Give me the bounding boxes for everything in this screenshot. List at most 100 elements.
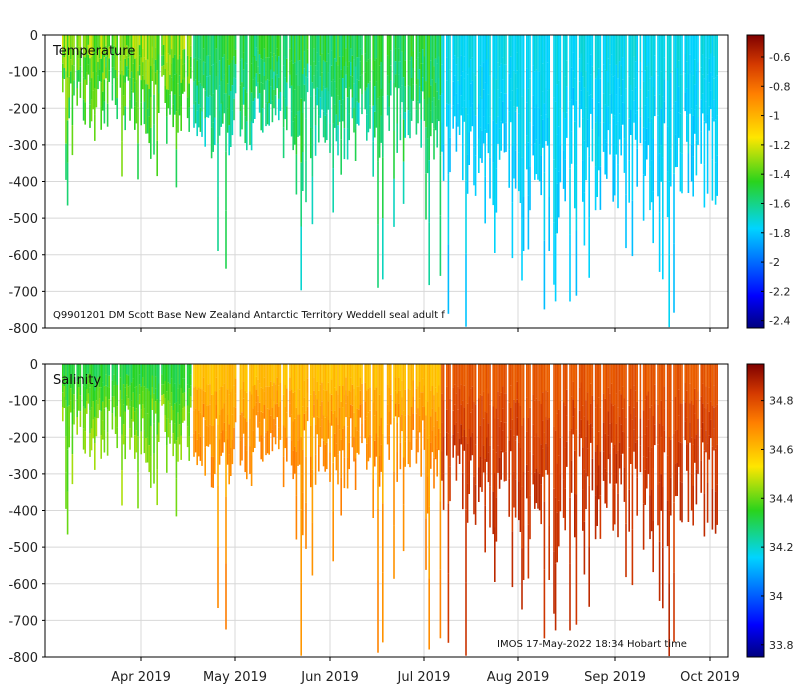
profile-segment — [569, 234, 571, 302]
profile-segment — [628, 118, 630, 161]
profile-segment — [510, 429, 512, 452]
profile-segment — [590, 364, 592, 384]
profile-segment — [249, 364, 251, 392]
profile-segment — [580, 35, 582, 54]
profile-segment — [668, 437, 670, 510]
profile-segment — [500, 92, 502, 122]
profile-segment — [186, 55, 189, 77]
profile-segment — [495, 497, 498, 542]
profile-segment — [527, 524, 530, 579]
profile-segment — [644, 364, 646, 400]
profile-segment — [663, 408, 666, 431]
profile-segment — [217, 89, 219, 143]
profile-segment — [138, 35, 141, 46]
profile-segment — [250, 63, 253, 93]
profile-segment — [521, 219, 523, 281]
profile-segment — [319, 405, 322, 427]
profile-segment — [642, 503, 645, 550]
profile-segment — [228, 424, 230, 455]
profile-segment — [426, 69, 429, 104]
profile-segment — [127, 57, 130, 70]
profile-segment — [614, 75, 616, 116]
profile-segment — [433, 395, 435, 427]
profile-segment — [86, 59, 88, 73]
profile-segment — [478, 433, 480, 468]
profile-segment — [591, 129, 594, 162]
profile-segment — [186, 384, 189, 406]
profile-segment — [649, 364, 651, 408]
profile-segment — [94, 35, 96, 62]
profile-segment — [94, 416, 96, 444]
colorbar-tick-label: 34.6 — [769, 443, 794, 456]
profile-segment — [137, 400, 139, 437]
profile-segment — [418, 364, 421, 382]
profile-segment — [201, 60, 203, 86]
profile-segment — [532, 454, 534, 485]
profile-segment — [178, 364, 181, 385]
profile-segment — [226, 389, 229, 415]
profile-segment — [257, 82, 259, 99]
profile-segment — [527, 35, 530, 89]
profile-segment — [687, 74, 690, 114]
profile-segment — [170, 35, 173, 50]
profile-segment — [700, 35, 702, 68]
profile-segment — [364, 401, 366, 420]
profile-segment — [212, 93, 214, 123]
profile-segment — [82, 77, 85, 100]
profile-segment — [614, 364, 616, 405]
profile-segment — [82, 99, 85, 121]
profile-segment — [178, 404, 181, 425]
profile-segment — [502, 408, 504, 431]
profile-segment — [146, 388, 149, 414]
profile-segment — [596, 485, 598, 526]
profile-segment — [346, 66, 349, 98]
profile-segment — [140, 386, 142, 410]
profile-segment — [458, 110, 461, 135]
profile-segment — [636, 148, 638, 187]
profile-segment — [473, 439, 475, 477]
profile-segment — [340, 104, 342, 140]
profile-segment — [150, 364, 152, 395]
profile-segment — [468, 396, 470, 429]
profile-segment — [164, 415, 166, 432]
profile-segment — [82, 428, 85, 450]
profile-segment — [78, 387, 80, 400]
profile-segment — [548, 526, 550, 580]
profile-segment — [415, 388, 418, 414]
profile-segment — [222, 57, 224, 80]
profile-segment — [578, 35, 581, 59]
profile-segment — [241, 388, 243, 413]
profile-segment — [114, 70, 117, 88]
profile-segment — [122, 364, 125, 385]
profile-segment — [338, 35, 341, 57]
profile-segment — [556, 183, 558, 234]
profile-segment — [670, 401, 672, 440]
profile-segment — [481, 98, 483, 131]
profile-segment — [433, 128, 435, 160]
profile-segment — [670, 477, 672, 516]
profile-segment — [95, 71, 98, 90]
profile-segment — [505, 64, 507, 94]
profile-segment — [534, 143, 536, 180]
profile-segment — [442, 35, 445, 72]
profile-segment — [687, 114, 690, 154]
profile-segment — [700, 99, 702, 132]
profile-segment — [215, 391, 218, 405]
profile-segment — [94, 61, 96, 88]
profile-segment — [130, 400, 133, 420]
profile-segment — [218, 439, 221, 465]
profile-segment — [434, 411, 437, 436]
profile-segment — [127, 35, 130, 47]
profile-segment — [510, 100, 512, 123]
profile-segment — [350, 404, 352, 419]
profile-segment — [503, 452, 506, 482]
profile-segment — [398, 403, 400, 418]
profile-segment — [713, 385, 715, 408]
profile-segment — [186, 97, 189, 119]
profile-segment — [455, 64, 458, 94]
profile-segment — [153, 124, 155, 155]
profile-segment — [554, 364, 557, 431]
profile-segment — [660, 71, 662, 109]
profile-segment — [249, 419, 251, 447]
profile-segment — [588, 546, 590, 607]
